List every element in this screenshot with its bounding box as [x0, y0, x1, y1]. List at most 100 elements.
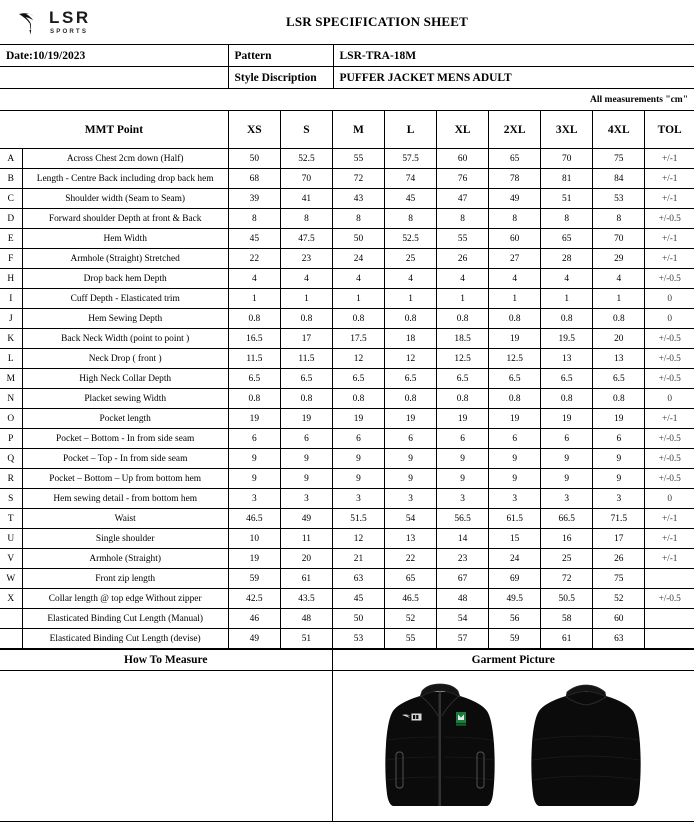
row-value-3XL: 50.5 — [540, 588, 594, 609]
row-code: I — [0, 288, 23, 309]
units-note: All measurements "cm" — [590, 94, 688, 105]
row-measurement-point: Front zip length — [21, 568, 229, 589]
row-value-4XL: 52 — [592, 588, 646, 609]
row-code: Q — [0, 448, 23, 469]
row-value-M: 9 — [331, 448, 386, 469]
row-value-4XL: 0.8 — [592, 308, 646, 329]
row-value-4XL: 75 — [592, 148, 646, 169]
table-row: N Placket sewing Width 0.8 0.8 0.8 0.8 0.8 0.8 0… — [0, 388, 694, 409]
row-measurement-point: Pocket – Top - In from side seam — [21, 448, 229, 469]
row-measurement-point: Waist — [21, 508, 229, 529]
table-row: T Waist 46.5 49 51.5 54 56.5 61.5 66.5 71.5 +/-1 — [0, 508, 694, 529]
row-value-S: 0.8 — [279, 308, 333, 329]
row-tolerance: +/-0.5 — [644, 368, 694, 389]
row-code: N — [0, 388, 23, 409]
row-value-XS: 46 — [227, 608, 281, 629]
page-title: LSR SPECIFICATION SHEET — [285, 14, 469, 29]
row-value-XS: 0.8 — [227, 308, 281, 329]
row-value-4XL: 13 — [592, 348, 646, 369]
row-value-2XL: 1 — [488, 288, 542, 309]
row-value-2XL: 6.5 — [488, 368, 542, 389]
table-row: R Pocket – Bottom – Up from bottom hem 9 9 9… — [0, 468, 694, 489]
row-value-3XL: 61 — [540, 628, 594, 649]
pattern-value: LSR-TRA-18M — [332, 44, 694, 67]
row-value-S: 48 — [279, 608, 333, 629]
row-value-S: 49 — [279, 508, 333, 529]
row-tolerance: +/-0.5 — [644, 348, 694, 369]
row-value-M: 55 — [331, 148, 386, 169]
column-header-size-1: S — [279, 110, 333, 149]
row-value-4XL: 63 — [592, 628, 646, 649]
row-value-L: 55 — [384, 628, 438, 649]
row-value-XS: 9 — [227, 448, 281, 469]
row-value-2XL: 0.8 — [488, 308, 542, 329]
row-value-XS: 49 — [227, 628, 281, 649]
row-value-3XL: 19 — [540, 408, 594, 429]
row-value-XL: 48 — [436, 588, 490, 609]
table-row: J Hem Sewing Depth 0.8 0.8 0.8 0.8 0.8 0.8 0.8 0.… — [0, 308, 694, 329]
row-value-M: 3 — [331, 488, 386, 509]
row-value-L: 6 — [384, 428, 438, 449]
row-tolerance: +/-1 — [644, 228, 694, 249]
row-value-XS: 11.5 — [227, 348, 281, 369]
row-value-L: 19 — [384, 408, 438, 429]
row-tolerance: +/-1 — [644, 168, 694, 189]
info-row-pattern: Date:10/19/2023 Pattern LSR-TRA-18M — [0, 44, 694, 67]
row-value-4XL: 1 — [592, 288, 646, 309]
row-value-2XL: 59 — [488, 628, 542, 649]
row-value-XL: 8 — [436, 208, 490, 229]
row-value-2XL: 49.5 — [488, 588, 542, 609]
date-cell: Date:10/19/2023 — [0, 44, 229, 67]
row-value-S: 8 — [279, 208, 333, 229]
row-value-M: 6.5 — [331, 368, 386, 389]
row-value-2XL: 3 — [488, 488, 542, 509]
table-row: X Collar length @ top edge Without zipper… — [0, 588, 694, 609]
row-value-3XL: 3 — [540, 488, 594, 509]
row-value-L: 1 — [384, 288, 438, 309]
row-value-L: 6.5 — [384, 368, 438, 389]
measurement-header-row: MMT Point XS S M L XL 2XL 3XL 4XL TOL — [0, 110, 694, 149]
row-value-2XL: 56 — [488, 608, 542, 629]
row-tolerance — [644, 628, 694, 649]
row-value-M: 50 — [331, 228, 386, 249]
row-value-L: 8 — [384, 208, 438, 229]
row-value-L: 9 — [384, 468, 438, 489]
row-value-M: 6 — [331, 428, 386, 449]
row-value-S: 17 — [279, 328, 333, 349]
row-value-3XL: 0.8 — [540, 388, 594, 409]
row-value-XL: 4 — [436, 268, 490, 289]
row-value-3XL: 9 — [540, 468, 594, 489]
row-value-S: 0.8 — [279, 388, 333, 409]
row-measurement-point: Shoulder width (Seam to Seam) — [21, 188, 229, 209]
row-value-2XL: 9 — [488, 448, 542, 469]
row-value-XL: 23 — [436, 548, 490, 569]
row-value-L: 65 — [384, 568, 438, 589]
row-code: S — [0, 488, 23, 509]
row-value-L: 45 — [384, 188, 438, 209]
row-value-3XL: 6.5 — [540, 368, 594, 389]
row-measurement-point: Neck Drop ( front ) — [21, 348, 229, 369]
puffer-vest-front-icon — [385, 683, 495, 806]
row-value-4XL: 9 — [592, 468, 646, 489]
row-value-XS: 6.5 — [227, 368, 281, 389]
row-tolerance: +/-1 — [644, 248, 694, 269]
info-table: Date:10/19/2023 Pattern LSR-TRA-18M Styl… — [0, 44, 694, 89]
table-row: Elasticated Binding Cut Length (devise) 4… — [0, 628, 694, 649]
row-value-4XL: 0.8 — [592, 388, 646, 409]
row-value-XL: 56.5 — [436, 508, 490, 529]
row-tolerance: +/-1 — [644, 548, 694, 569]
row-value-XL: 6 — [436, 428, 490, 449]
row-value-3XL: 6 — [540, 428, 594, 449]
row-value-XL: 0.8 — [436, 388, 490, 409]
row-code: P — [0, 428, 23, 449]
row-measurement-point: Single shoulder — [21, 528, 229, 549]
chest-team-badge-icon — [456, 712, 467, 726]
row-value-M: 43 — [331, 188, 386, 209]
row-measurement-point: Hem sewing detail - from bottom hem — [21, 488, 229, 509]
row-value-4XL: 60 — [592, 608, 646, 629]
table-row: H Drop back hem Depth 4 4 4 4 4 4 4 4 +/-0.5 — [0, 268, 694, 289]
row-value-M: 21 — [331, 548, 386, 569]
row-value-2XL: 49 — [488, 188, 542, 209]
info-row-style: Style Discription PUFFER JACKET MENS ADU… — [0, 66, 694, 89]
row-value-XL: 60 — [436, 148, 490, 169]
